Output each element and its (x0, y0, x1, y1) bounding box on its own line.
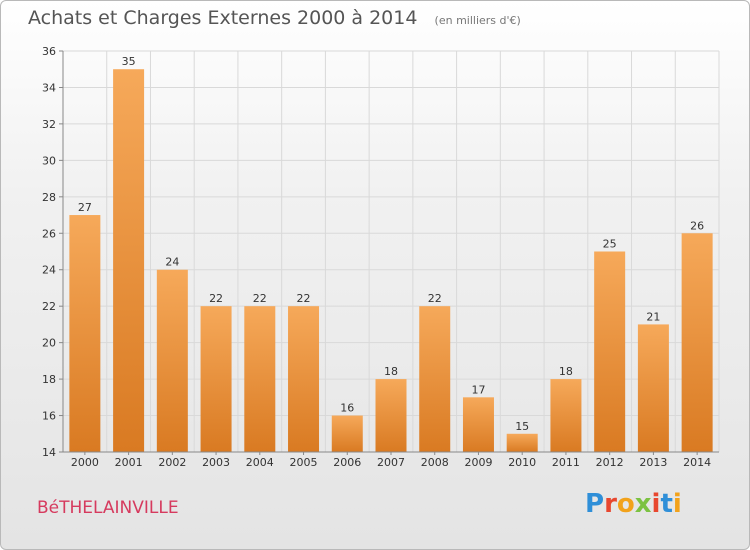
logo-letter: r (604, 489, 617, 519)
data-label-2009: 17 (471, 383, 485, 396)
x-tick-label-2009: 2009 (464, 456, 492, 469)
y-tick-label: 28 (42, 191, 56, 204)
chart-unit: (en milliers d'€) (434, 14, 521, 27)
x-tick-label-2005: 2005 (290, 456, 318, 469)
bar-2014 (681, 233, 713, 452)
bar-2002 (156, 269, 188, 452)
y-tick-label: 32 (42, 118, 56, 131)
y-tick-label: 22 (42, 300, 56, 313)
y-tick-label: 24 (42, 264, 56, 277)
x-tick-label-2008: 2008 (421, 456, 449, 469)
data-label-2002: 24 (165, 256, 179, 269)
y-tick-label: 14 (42, 446, 56, 459)
bar-2012 (594, 251, 626, 452)
proxiti-logo[interactable]: Proxiti (585, 489, 682, 519)
data-label-2006: 16 (340, 402, 354, 415)
y-tick-label: 26 (42, 227, 56, 240)
logo-letter: o (616, 489, 635, 519)
bar-2011 (550, 379, 582, 452)
bar-2013 (637, 324, 669, 452)
x-tick-label-2007: 2007 (377, 456, 405, 469)
data-label-2008: 22 (428, 292, 442, 305)
data-label-2005: 22 (297, 292, 311, 305)
x-tick-label-2012: 2012 (596, 456, 624, 469)
logo-letter: i (651, 489, 661, 519)
x-tick-label-2000: 2000 (71, 456, 99, 469)
bar-2003 (200, 306, 232, 452)
data-label-2003: 22 (209, 292, 223, 305)
bar-2008 (419, 306, 451, 452)
y-tick-label: 18 (42, 373, 56, 386)
data-label-2013: 21 (646, 310, 660, 323)
data-label-2001: 35 (122, 55, 136, 68)
data-label-2000: 27 (78, 201, 92, 214)
logo-letter: x (634, 489, 652, 519)
y-tick-label: 16 (42, 410, 56, 423)
bar-2010 (506, 433, 538, 452)
title-row: Achats et Charges Externes 2000 à 2014 (… (28, 7, 521, 29)
data-label-2014: 26 (690, 219, 704, 232)
x-tick-label-2014: 2014 (683, 456, 711, 469)
chart-title: Achats et Charges Externes 2000 à 2014 (28, 7, 418, 29)
y-tick-label: 20 (42, 337, 56, 350)
commune-name: BéTHELAINVILLE (37, 498, 179, 518)
x-tick-label-2013: 2013 (639, 456, 667, 469)
data-label-2007: 18 (384, 365, 398, 378)
bar-2005 (288, 306, 320, 452)
bar-2009 (462, 397, 494, 452)
bar-2000 (69, 215, 101, 452)
logo-letter: t (660, 489, 673, 519)
data-label-2004: 22 (253, 292, 267, 305)
x-tick-label-2004: 2004 (246, 456, 274, 469)
x-tick-label-2003: 2003 (202, 456, 230, 469)
x-tick-label-2010: 2010 (508, 456, 536, 469)
x-tick-label-2001: 2001 (115, 456, 143, 469)
data-label-2012: 25 (603, 238, 617, 251)
bars: 27 35 24 22 22 22 16 18 22 17 15 18 25 21 26 (69, 55, 713, 453)
bar-2004 (244, 306, 276, 452)
data-label-2011: 18 (559, 365, 573, 378)
logo-letter: P (585, 489, 605, 519)
bar-2001 (113, 69, 145, 453)
bar-2006 (331, 415, 363, 452)
x-tick-label-2002: 2002 (158, 456, 186, 469)
x-tick-label-2006: 2006 (333, 456, 361, 469)
data-label-2010: 15 (515, 420, 529, 433)
y-tick-label: 36 (42, 45, 56, 58)
y-tick-label: 30 (42, 154, 56, 167)
y-tick-label: 34 (42, 81, 56, 94)
logo-letter: i (672, 489, 682, 519)
bar-2007 (375, 379, 407, 452)
axes: 14 16 18 20 22 24 26 28 30 32 34 36 2000 2001 2002 2003… (42, 45, 719, 469)
x-tick-label-2011: 2011 (552, 456, 580, 469)
